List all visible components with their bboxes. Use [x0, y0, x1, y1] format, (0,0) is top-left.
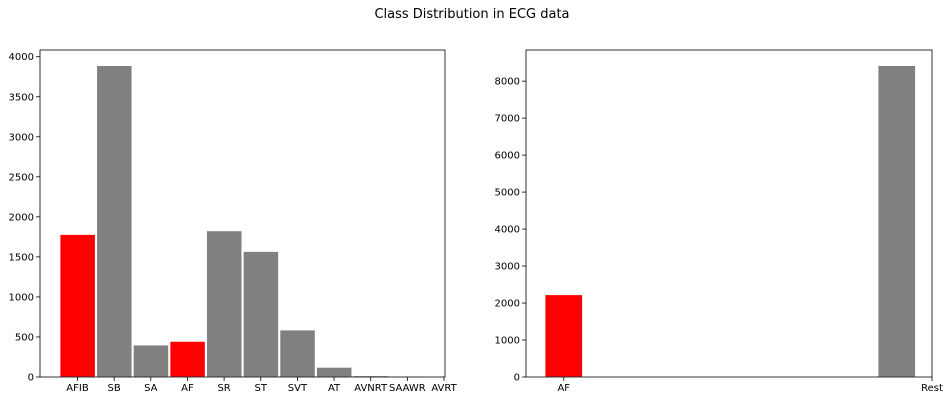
left-chart-bar-afib — [59, 234, 96, 378]
right-chart-bar-rest — [877, 65, 916, 378]
left-chart-ytick-label: 0 — [28, 373, 34, 384]
right-chart-ytick-label: 5000 — [495, 188, 520, 199]
right-chart-ytick-label: 2000 — [495, 299, 520, 310]
right-chart: 0 1000 2000 3000 4000 5000 6000 7000 8000 AF Rest — [495, 49, 943, 394]
left-chart-xtick-label-afib: AFIB — [66, 383, 89, 394]
left-chart-x-axis: AFIB SB SA AF SR ST SVT AT AVNRT SAAWR AVRT — [66, 377, 458, 394]
right-chart-bar-af — [544, 294, 583, 378]
figure-title: Class Distribution in ECG data — [374, 7, 569, 22]
left-chart: 0 500 1000 1500 2000 2500 3000 3500 4000 AFIB SB S… — [9, 49, 463, 394]
left-chart-ytick-label: 3500 — [9, 92, 34, 103]
left-chart-xtick-label-at: AT — [328, 383, 341, 394]
right-chart-ytick-label: 4000 — [495, 225, 520, 236]
left-chart-bar-af — [169, 340, 206, 378]
left-chart-ytick-label: 3000 — [9, 132, 34, 143]
right-chart-xtick-label-rest: Rest — [921, 383, 943, 394]
left-chart-bar-at — [316, 366, 353, 378]
left-chart-bar-sb — [96, 65, 133, 378]
left-chart-bar-st — [242, 251, 279, 378]
left-chart-bars — [59, 65, 463, 378]
right-chart-ytick-label: 0 — [514, 373, 520, 384]
left-chart-xtick-label-saawr: SAAWR — [389, 383, 426, 394]
left-chart-bar-svt — [279, 329, 316, 378]
left-chart-xtick-label-sr: SR — [217, 383, 230, 394]
right-chart-ytick-label: 8000 — [495, 77, 520, 88]
left-chart-frame — [39, 49, 446, 378]
right-chart-ytick-label: 1000 — [495, 336, 520, 347]
left-chart-xtick-label-avrt: AVRT — [431, 383, 457, 394]
left-chart-xtick-label-svt: SVT — [288, 383, 308, 394]
left-chart-xtick-label-st: ST — [255, 383, 268, 394]
left-chart-bar-sa — [132, 344, 170, 378]
left-chart-xtick-label-af: AF — [181, 383, 194, 394]
right-chart-y-axis: 0 1000 2000 3000 4000 5000 6000 7000 8000 — [495, 77, 526, 384]
right-chart-ytick-label: 3000 — [495, 262, 520, 273]
right-chart-xtick-label-af: AF — [557, 383, 570, 394]
left-chart-ytick-label: 500 — [15, 332, 34, 343]
left-chart-ytick-label: 4000 — [9, 52, 34, 63]
left-chart-bar-sr — [206, 230, 243, 378]
left-chart-ytick-label: 1500 — [9, 252, 34, 263]
right-chart-ytick-label: 7000 — [495, 114, 520, 125]
left-chart-xtick-label-avnrt: AVNRT — [354, 383, 388, 394]
right-chart-bars — [544, 65, 916, 378]
left-chart-xtick-label-sb: SB — [108, 383, 121, 394]
right-chart-frame — [525, 49, 933, 378]
left-chart-ytick-label: 2000 — [9, 212, 34, 223]
right-chart-x-axis: AF Rest — [557, 377, 943, 394]
left-chart-y-axis: 0 500 1000 1500 2000 2500 3000 3500 4000 — [9, 52, 40, 384]
right-chart-ytick-label: 6000 — [495, 151, 520, 162]
left-chart-ytick-label: 1000 — [9, 292, 34, 303]
left-chart-ytick-label: 2500 — [9, 172, 34, 183]
left-chart-xtick-label-sa: SA — [144, 383, 158, 394]
